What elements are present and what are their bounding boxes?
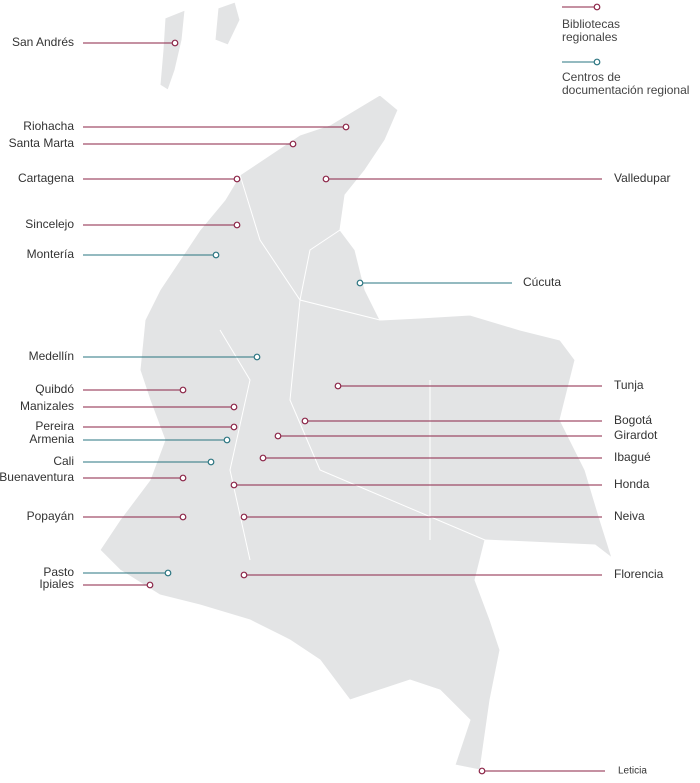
city-dot [301, 417, 309, 425]
country [99, 1, 613, 771]
city-label: Montería [27, 247, 75, 261]
city-dot [233, 175, 241, 183]
city-label: Bogotá [614, 413, 652, 427]
city-label: Girardot [614, 428, 658, 442]
city-label: Quibdó [35, 382, 74, 396]
city-label: Pasto [43, 565, 74, 579]
city-label: Popayán [27, 509, 74, 523]
city-dot [179, 386, 187, 394]
city-label: Tunja [614, 378, 644, 392]
city-label: Neiva [614, 509, 645, 523]
city-dot [274, 432, 282, 440]
city-dot [230, 481, 238, 489]
city-dot [322, 175, 330, 183]
city-dot [240, 513, 248, 521]
city-dot [223, 436, 231, 444]
city-label: Buenaventura [0, 470, 74, 484]
city-dot [146, 581, 154, 589]
city-dot [207, 458, 215, 466]
city-dot [356, 279, 364, 287]
city-dot [342, 123, 350, 131]
city-label: Valledupar [614, 171, 670, 185]
city-label: Riohacha [23, 119, 74, 133]
legend-label: Centros de documentación regional [562, 70, 690, 97]
city-label: Sincelejo [25, 217, 74, 231]
city-label: Pereira [35, 419, 74, 433]
city-label: Cúcuta [523, 275, 561, 289]
city-dot [233, 221, 241, 229]
legend-label: Bibliotecas regionales [562, 17, 621, 44]
city-label: Honda [614, 477, 650, 491]
legend-dot [593, 58, 601, 66]
pins: San Andrés Riohacha Santa Marta Cartagena Si… [0, 3, 670, 777]
city-dot [179, 474, 187, 482]
city-dot [179, 513, 187, 521]
city-dot [334, 382, 342, 390]
city-dot [230, 403, 238, 411]
city-label: Santa Marta [9, 136, 75, 150]
city-dot [240, 571, 248, 579]
city-dot [164, 569, 172, 577]
city-label: Cali [53, 454, 74, 468]
city-dot [289, 140, 297, 148]
city-dot [478, 767, 486, 775]
city-label: Armenia [29, 432, 74, 446]
city-dot [212, 251, 220, 259]
city-label: Medellín [29, 349, 74, 363]
city-label: Ipiales [39, 577, 74, 591]
city-label: Cartagena [18, 171, 74, 185]
city-label: Florencia [614, 567, 664, 581]
city-dot [253, 353, 261, 361]
city-label: Ibagué [614, 450, 651, 464]
legend-dot [593, 3, 601, 11]
city-label: San Andrés [12, 35, 74, 49]
city-label: Leticia [618, 766, 647, 777]
city-dot [230, 423, 238, 431]
city-dot [171, 39, 179, 47]
city-label: Manizales [20, 399, 74, 413]
city-dot [259, 454, 267, 462]
